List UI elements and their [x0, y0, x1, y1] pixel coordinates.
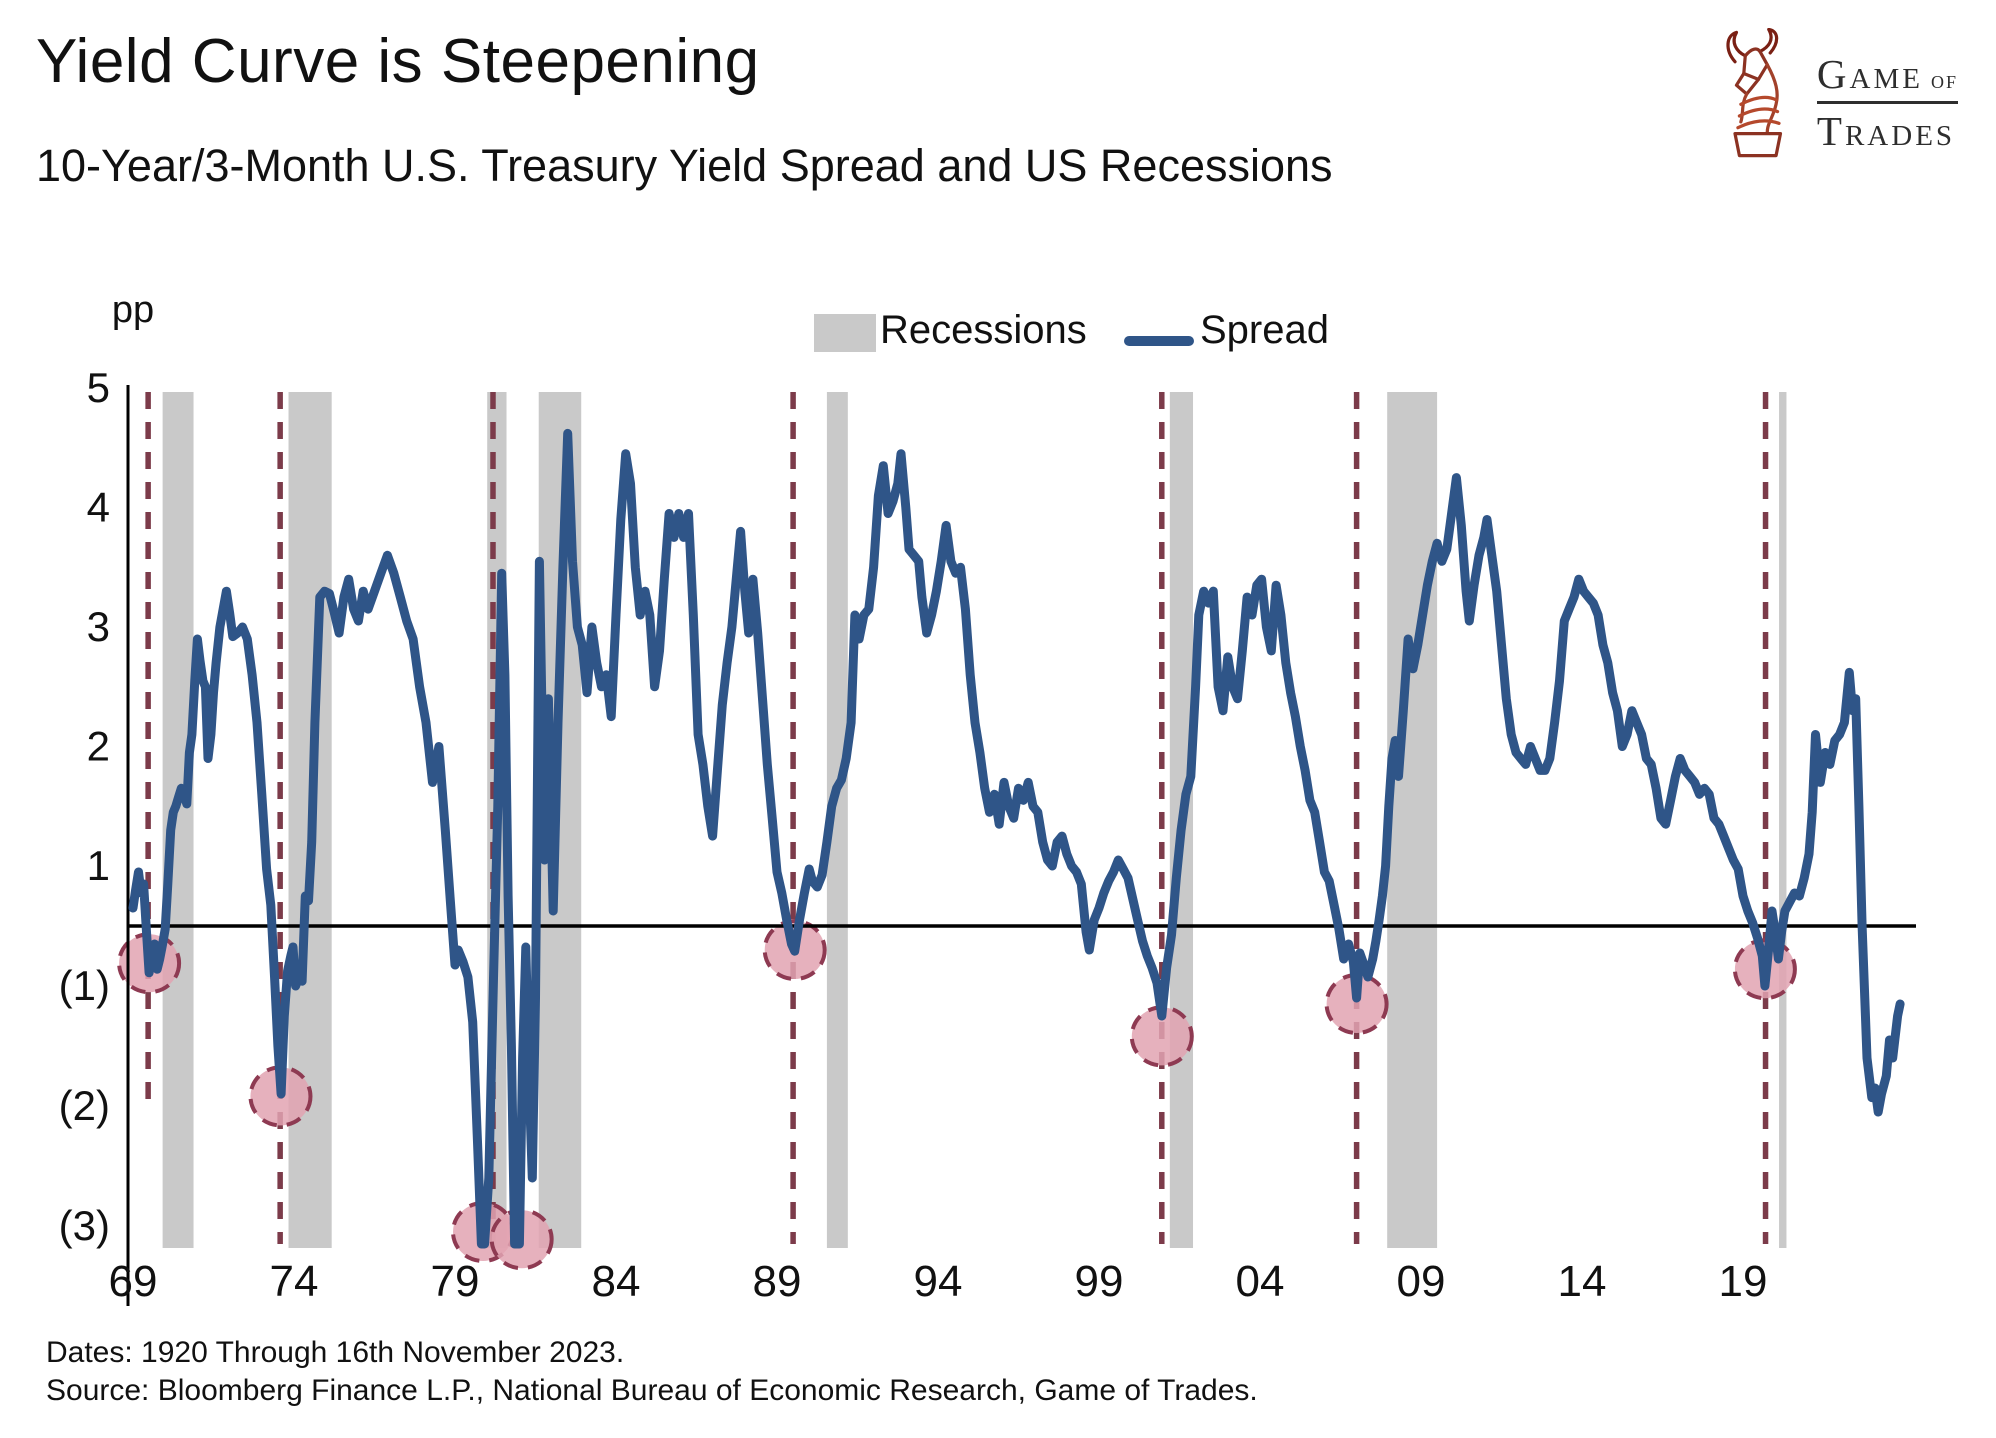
y-axis-unit-label: pp [112, 289, 154, 331]
legend-recessions-swatch [814, 314, 876, 352]
y-tick-label: (2) [59, 1082, 110, 1129]
logo-letter-t: T [1816, 108, 1845, 154]
x-tick-label: 84 [592, 1257, 641, 1306]
chart-subtitle: 10-Year/3-Month U.S. Treasury Yield Spre… [36, 140, 1333, 191]
bull-chess-knight-icon [1726, 28, 1783, 158]
y-tick-label: (1) [59, 962, 110, 1009]
recession-band [1779, 392, 1787, 1248]
x-tick-label: 04 [1236, 1257, 1285, 1306]
logo-wordmark: G AME OF TRADES [1816, 50, 1958, 155]
footer-dates: Dates: 1920 Through 16th November 2023. [46, 1336, 625, 1369]
y-tick-label: (3) [59, 1202, 110, 1249]
legend-recessions-label: Recessions [880, 308, 1087, 352]
x-tick-label: 99 [1075, 1257, 1124, 1306]
x-tick-label: 14 [1558, 1257, 1607, 1306]
logo-wordmark-trades: TRADES [1817, 104, 1958, 155]
y-tick-label: 3 [87, 603, 110, 650]
page-title: Yield Curve is Steepening [36, 27, 760, 96]
logo-letters-ame: AME [1849, 63, 1923, 95]
logo-letters-rades: RADES [1844, 120, 1956, 152]
x-tick-label: 19 [1719, 1257, 1768, 1306]
y-tick-label: 4 [87, 484, 110, 531]
y-tick-label: 1 [87, 842, 110, 889]
x-tick-label: 94 [914, 1257, 963, 1306]
legend-spread-label: Spread [1200, 308, 1329, 352]
y-tick-label: 5 [87, 364, 110, 411]
x-tick-label: 89 [753, 1257, 802, 1306]
recession-band [826, 392, 848, 1248]
recession-band [162, 392, 194, 1248]
x-tick-label: 74 [270, 1257, 319, 1306]
recession-band [1387, 392, 1438, 1248]
x-tick-label: 79 [431, 1257, 480, 1306]
footer-source: Source: Bloomberg Finance L.P., National… [46, 1374, 1258, 1407]
game-of-trades-logo: G AME OF TRADES [1711, 28, 1958, 160]
logo-word-of: OF [1930, 72, 1958, 92]
logo-letter-g: G [1816, 51, 1850, 97]
logo-wordmark-game-of: G AME OF [1816, 50, 1958, 104]
y-tick-label: 2 [87, 723, 110, 770]
x-tick-label: 09 [1397, 1257, 1446, 1306]
legend-spread-line-swatch [1124, 336, 1194, 346]
spread-line [128, 428, 1905, 1249]
x-tick-label: 69 [109, 1257, 158, 1306]
